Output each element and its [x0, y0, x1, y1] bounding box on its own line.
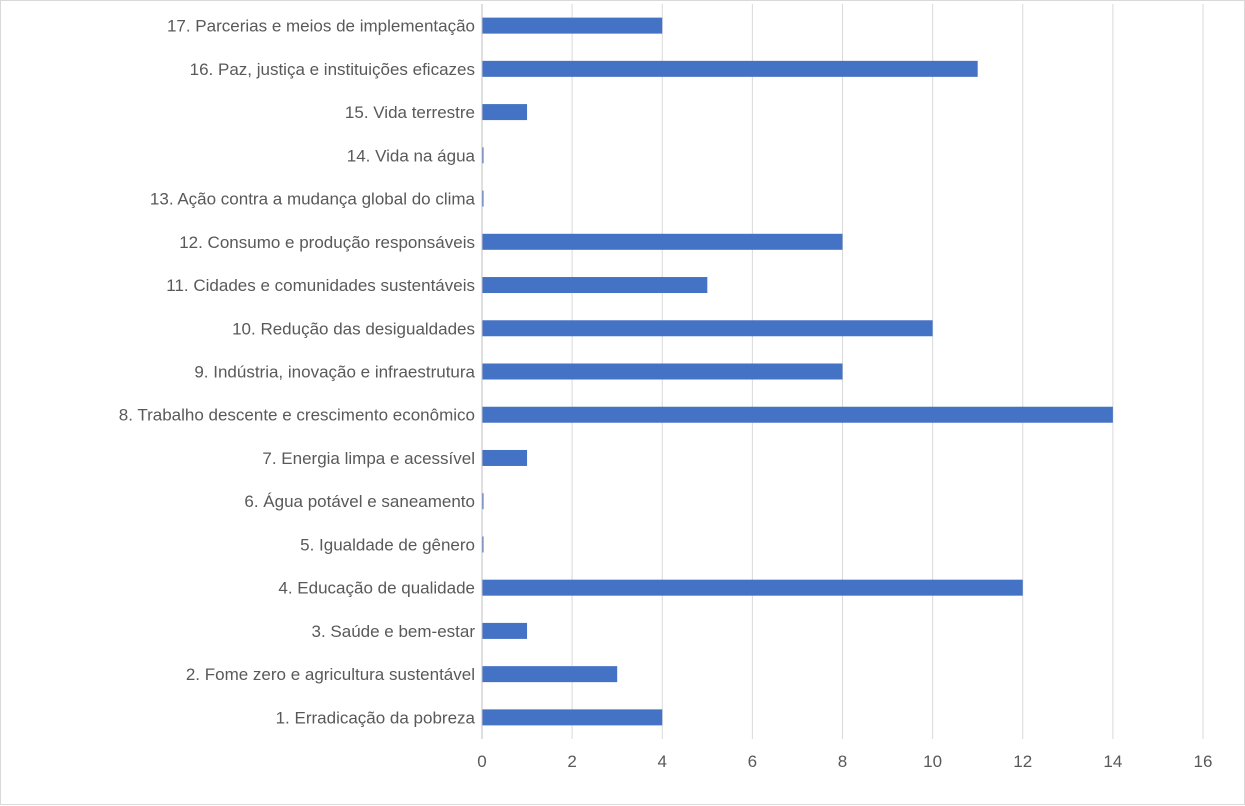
bar-11	[482, 277, 708, 294]
x-tick-label: 10	[923, 752, 942, 771]
bar-15	[482, 104, 528, 121]
bar-2	[482, 666, 618, 683]
bar-4	[482, 579, 1023, 596]
category-label-11: 11. Cidades e comunidades sustentáveis	[166, 276, 475, 295]
bar-6	[482, 493, 484, 510]
category-label-15: 15. Vida terrestre	[345, 103, 475, 122]
category-label-17: 17. Parcerias e meios de implementação	[167, 17, 475, 36]
bar-5	[482, 536, 484, 553]
category-label-16: 16. Paz, justiça e instituições eficazes	[190, 60, 475, 79]
category-label-12: 12. Consumo e produção responsáveis	[179, 233, 475, 252]
bar-10	[482, 320, 933, 337]
category-label-3: 3. Saúde e bem-estar	[312, 622, 476, 641]
category-label-6: 6. Água potável e saneamento	[244, 492, 475, 511]
category-label-1: 1. Erradicação da pobreza	[276, 708, 476, 727]
bar-14	[482, 147, 484, 164]
bar-3	[482, 622, 528, 639]
bar-1	[482, 709, 663, 726]
category-label-10: 10. Redução das desigualdades	[232, 319, 475, 338]
bar-7	[482, 449, 528, 466]
x-tick-label: 2	[567, 752, 576, 771]
x-tick-labels: 0 2 4 6 8 10 12 14 16	[477, 752, 1212, 771]
bar-13	[482, 190, 484, 207]
x-tick-label: 14	[1103, 752, 1122, 771]
bar-9	[482, 363, 843, 380]
category-label-7: 7. Energia limpa e acessível	[262, 449, 475, 468]
x-tick-label: 12	[1013, 752, 1032, 771]
bar-16	[482, 60, 978, 77]
category-label-13: 13. Ação contra a mudança global do clim…	[150, 190, 476, 209]
bar-17	[482, 17, 663, 34]
category-label-5: 5. Igualdade de gênero	[300, 535, 475, 554]
x-tick-label: 6	[748, 752, 757, 771]
x-tick-label: 0	[477, 752, 486, 771]
bars	[482, 17, 1113, 726]
x-tick-label: 4	[658, 752, 667, 771]
x-tick-label: 16	[1194, 752, 1213, 771]
category-labels: 1. Erradicação da pobreza 2. Fome zero e …	[119, 17, 476, 728]
category-label-4: 4. Educação de qualidade	[278, 579, 475, 598]
bar-8	[482, 406, 1113, 423]
category-label-14: 14. Vida na água	[347, 146, 476, 165]
x-tick-label: 8	[838, 752, 847, 771]
category-label-8: 8. Trabalho descente e crescimento econô…	[119, 406, 475, 425]
category-label-9: 9. Indústria, inovação e infraestrutura	[194, 363, 475, 382]
bar-12	[482, 233, 843, 250]
category-label-2: 2. Fome zero e agricultura sustentável	[186, 665, 475, 684]
